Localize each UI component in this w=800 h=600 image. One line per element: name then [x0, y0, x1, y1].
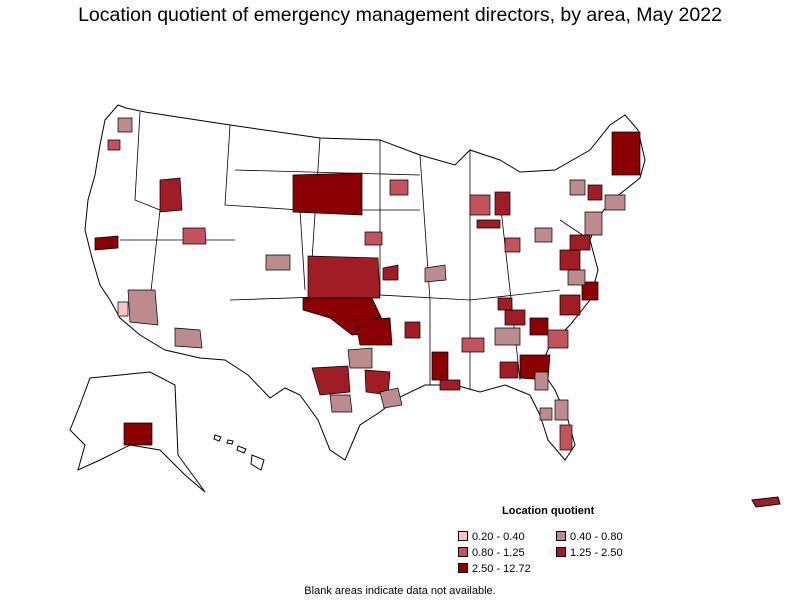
- legend-label: 0.80 - 1.25: [472, 547, 525, 559]
- legend-swatch-icon: [458, 563, 468, 573]
- legend-item-0: 0.20 - 0.40: [458, 531, 525, 543]
- legend-item-4: 2.50 - 12.72: [458, 563, 531, 575]
- legend-item-2: 0.80 - 1.25: [458, 547, 525, 559]
- legend-label: 0.20 - 0.40: [472, 531, 525, 543]
- legend-title: Location quotient: [502, 505, 595, 517]
- legend-swatch-icon: [556, 531, 566, 541]
- footnote: Blank areas indicate data not available.: [304, 585, 496, 597]
- hawaii-islands: [213, 434, 265, 471]
- puerto-rico-outline: [751, 496, 781, 508]
- legend-swatch-icon: [458, 547, 468, 557]
- shaded-areas: [94, 117, 641, 451]
- legend-swatch-icon: [458, 531, 468, 541]
- legend-item-3: 1.25 - 2.50: [556, 547, 623, 559]
- map-title: Location quotient of emergency managemen…: [78, 4, 722, 26]
- legend-label: 1.25 - 2.50: [570, 547, 623, 559]
- legend-label: 0.40 - 0.80: [570, 531, 623, 543]
- legend-label: 2.50 - 12.72: [472, 563, 531, 575]
- legend-item-1: 0.40 - 0.80: [556, 531, 623, 543]
- legend-swatch-icon: [556, 547, 566, 557]
